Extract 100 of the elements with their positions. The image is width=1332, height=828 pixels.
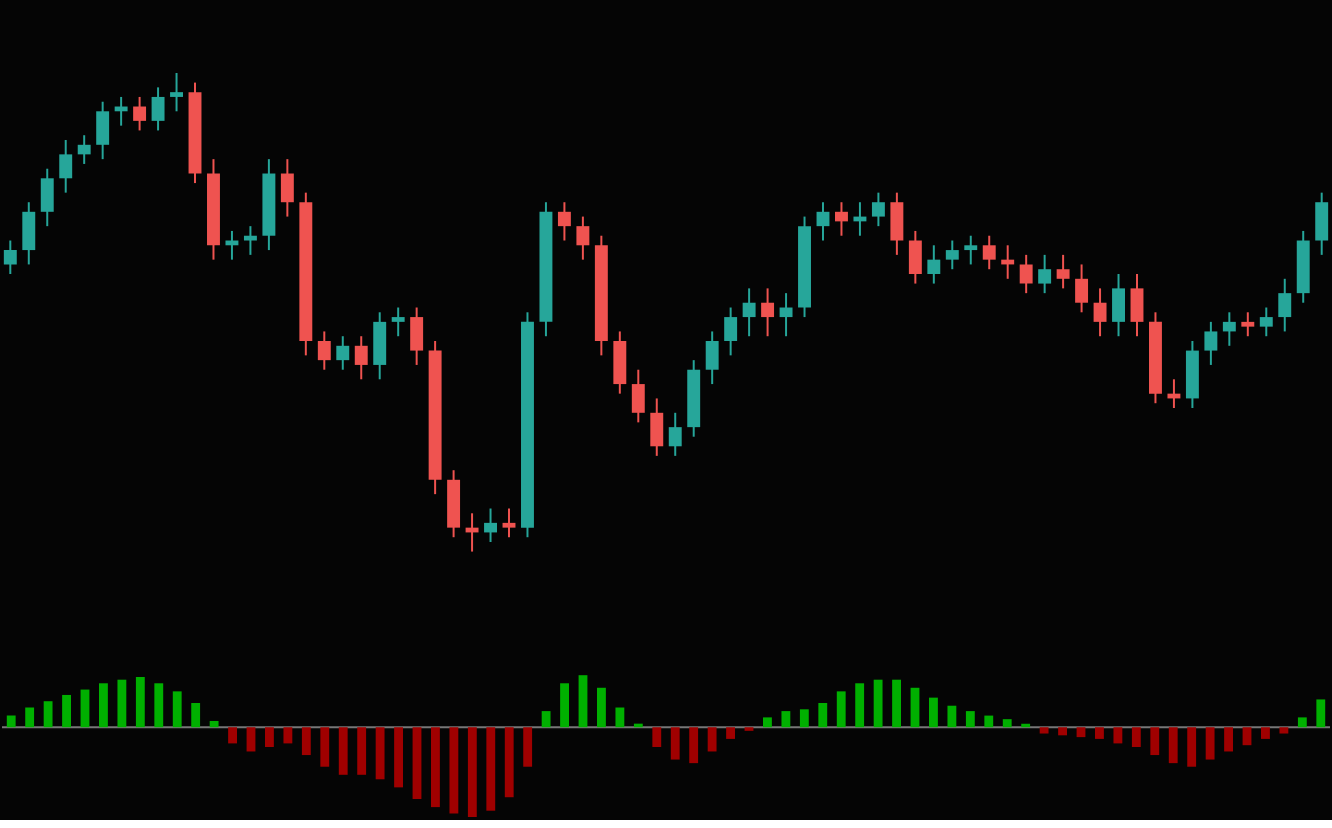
bar	[1058, 727, 1067, 736]
bar	[1039, 727, 1049, 734]
candlestick	[613, 330, 627, 395]
bar	[1187, 727, 1197, 767]
bar	[1113, 727, 1123, 744]
candlestick	[705, 330, 719, 386]
bar	[1205, 727, 1215, 760]
bar	[578, 675, 588, 728]
candlestick	[1093, 287, 1107, 338]
candlestick	[373, 311, 387, 381]
candlestick	[1075, 263, 1089, 314]
candlestick	[890, 191, 904, 256]
bar	[947, 705, 957, 728]
bar	[191, 703, 201, 728]
bar	[228, 727, 237, 744]
bar	[375, 727, 385, 780]
bar	[154, 683, 164, 728]
bar	[1076, 727, 1086, 738]
bar	[670, 727, 680, 760]
candlestick	[151, 86, 165, 132]
bar	[62, 694, 71, 728]
candlestick	[742, 287, 756, 338]
bar	[836, 691, 846, 728]
candlestick	[59, 139, 73, 194]
bar	[929, 697, 938, 728]
bar	[394, 727, 403, 788]
bar	[1261, 727, 1270, 739]
bar	[431, 727, 440, 808]
bar	[246, 727, 256, 752]
candlestick	[484, 507, 497, 543]
candlestick	[945, 239, 959, 271]
bar	[1002, 719, 1012, 728]
candlestick	[317, 330, 331, 371]
candlestick	[576, 215, 590, 261]
bar	[965, 711, 975, 728]
bar	[799, 709, 809, 728]
candlestick	[724, 306, 738, 357]
candlestick	[354, 335, 368, 381]
bar	[43, 701, 53, 728]
bar	[1150, 727, 1160, 756]
candlestick	[908, 229, 922, 285]
candlestick	[816, 201, 830, 242]
bar	[467, 727, 477, 817]
bar	[338, 727, 348, 775]
bar	[1279, 727, 1289, 734]
candlestick	[1259, 306, 1273, 338]
candlestick	[502, 507, 516, 539]
bar	[855, 683, 865, 728]
candlestick	[779, 292, 793, 338]
candlestick	[557, 201, 571, 242]
bar	[283, 727, 293, 744]
candlestick	[1038, 253, 1052, 295]
bar	[726, 727, 735, 739]
bar	[523, 727, 533, 767]
candlestick	[133, 95, 147, 132]
candlestick	[391, 306, 405, 338]
bar	[209, 720, 219, 728]
bar	[172, 691, 182, 728]
bar	[707, 727, 717, 752]
bar	[689, 727, 699, 764]
candlestick	[835, 201, 848, 237]
bar	[1297, 717, 1307, 728]
bar	[25, 707, 35, 728]
bar	[412, 727, 422, 800]
bar	[781, 711, 791, 728]
bar	[1095, 727, 1104, 739]
bar	[99, 683, 108, 728]
candlestick	[1204, 320, 1218, 366]
bar	[357, 727, 367, 775]
bar	[449, 727, 459, 814]
candlestick	[650, 397, 664, 457]
bar	[320, 727, 330, 767]
bar	[1168, 727, 1178, 764]
candlestick	[96, 100, 110, 161]
candlestick	[40, 167, 54, 228]
candlestick	[1019, 253, 1033, 295]
bar	[117, 679, 127, 728]
candlestick	[668, 411, 682, 457]
candlestick	[1241, 311, 1255, 338]
bar	[597, 687, 606, 728]
bar	[1316, 699, 1326, 728]
candlestick	[280, 158, 294, 218]
bar	[652, 727, 662, 747]
bar	[504, 727, 514, 798]
candlestick	[1112, 273, 1125, 338]
bar	[984, 715, 994, 728]
candlestick	[871, 191, 885, 228]
bar	[873, 679, 883, 728]
candlestick	[410, 306, 424, 366]
bar	[560, 683, 569, 728]
candlestick	[1278, 277, 1292, 333]
candlestick	[1130, 273, 1144, 338]
bar	[1131, 727, 1141, 747]
bar	[1224, 727, 1233, 752]
candlestick	[1315, 191, 1329, 256]
bar	[6, 715, 16, 728]
candlestick	[77, 134, 91, 165]
bar	[818, 703, 828, 728]
candlestick	[243, 225, 257, 256]
bar	[541, 711, 551, 728]
